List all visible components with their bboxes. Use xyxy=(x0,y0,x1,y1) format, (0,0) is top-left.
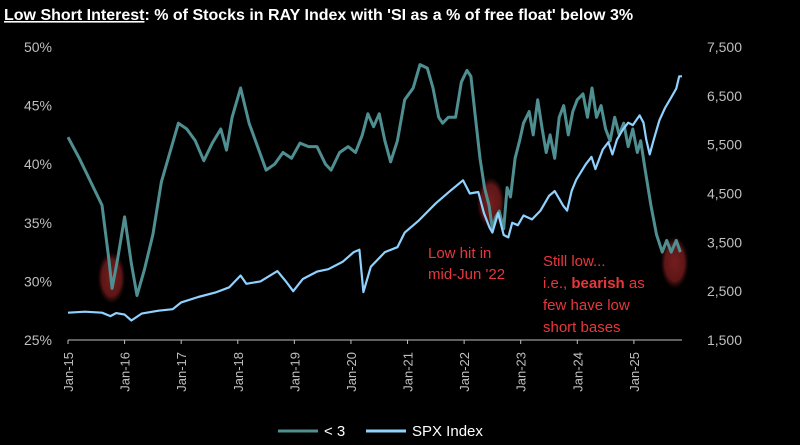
x-tick-label: Jan-17 xyxy=(174,352,189,392)
low-hit-line-1: Low hit in xyxy=(428,245,491,262)
still-low-bearish: bearish xyxy=(571,275,624,292)
x-tick-label: Jan-19 xyxy=(287,352,302,392)
x-tick-label: Jan-15 xyxy=(61,352,76,392)
still-low-line-3: few have low xyxy=(543,297,630,314)
y-right-tick-label: 7,500 xyxy=(707,39,742,55)
legend-label-lt3: < 3 xyxy=(324,423,345,440)
highlight-jun25 xyxy=(660,236,689,289)
x-tick-label: Jan-18 xyxy=(231,352,246,392)
y-right-tick-label: 4,500 xyxy=(707,186,742,202)
x-tick-label: Jan-23 xyxy=(514,352,529,392)
still-low-line-2-post: as xyxy=(625,275,645,292)
y-left-tick-label: 40% xyxy=(24,156,52,172)
low-hit-line-2: mid-Jun '22 xyxy=(428,266,505,283)
series-group xyxy=(66,63,682,322)
x-tick-label: Jan-16 xyxy=(118,352,133,392)
x-tick-label: Jan-22 xyxy=(457,352,472,392)
still-low-line-1: Still low... xyxy=(543,253,606,270)
x-tick-label: Jan-25 xyxy=(627,352,642,392)
chart-title: Low Short Interest: % of Stocks in RAY I… xyxy=(4,7,633,24)
y-right-tick-label: 1,500 xyxy=(707,332,742,348)
y-left-tick-label: 45% xyxy=(24,98,52,114)
y-right-tick-label: 6,500 xyxy=(707,88,742,104)
series-line-spx xyxy=(67,75,682,322)
y-left-tick-label: 50% xyxy=(24,39,52,55)
y-right-tick-label: 2,500 xyxy=(707,283,742,299)
chart-title-prefix: Low Short Interest xyxy=(4,7,145,24)
still-low-annotation: Still low... i.e., bearish as few have l… xyxy=(543,253,645,336)
x-axis-ticks: Jan-15 Jan-16 Jan-17 Jan-18 Jan-19 Jan-20 Jan-… xyxy=(61,340,642,392)
y-left-tick-label: 35% xyxy=(24,215,52,231)
y-right-tick-label: 3,500 xyxy=(707,234,742,250)
still-low-line-2: i.e., bearish as xyxy=(543,275,645,292)
y-left-tick-label: 30% xyxy=(24,273,52,289)
x-tick-label: Jan-21 xyxy=(401,352,416,392)
legend: < 3 SPX Index xyxy=(278,423,483,440)
y-right-tick-label: 5,500 xyxy=(707,137,742,153)
chart-title-rest: : % of Stocks in RAY Index with 'SI as a… xyxy=(144,7,633,24)
left-axis-ticks: 25% 30% 35% 40% 45% 50% xyxy=(24,39,52,348)
still-low-line-2-pre: i.e., xyxy=(543,275,571,292)
x-tick-label: Jan-24 xyxy=(570,352,585,392)
right-axis-ticks: 1,500 2,500 3,500 4,500 5,500 6,500 7,500 xyxy=(707,39,742,348)
y-left-tick-label: 25% xyxy=(24,332,52,348)
x-tick-label: Jan-20 xyxy=(344,352,359,392)
legend-label-spx: SPX Index xyxy=(412,423,483,440)
still-low-line-4: short bases xyxy=(543,319,621,336)
low-hit-annotation: Low hit in mid-Jun '22 xyxy=(428,245,505,283)
series-line-lt3 xyxy=(66,63,682,297)
